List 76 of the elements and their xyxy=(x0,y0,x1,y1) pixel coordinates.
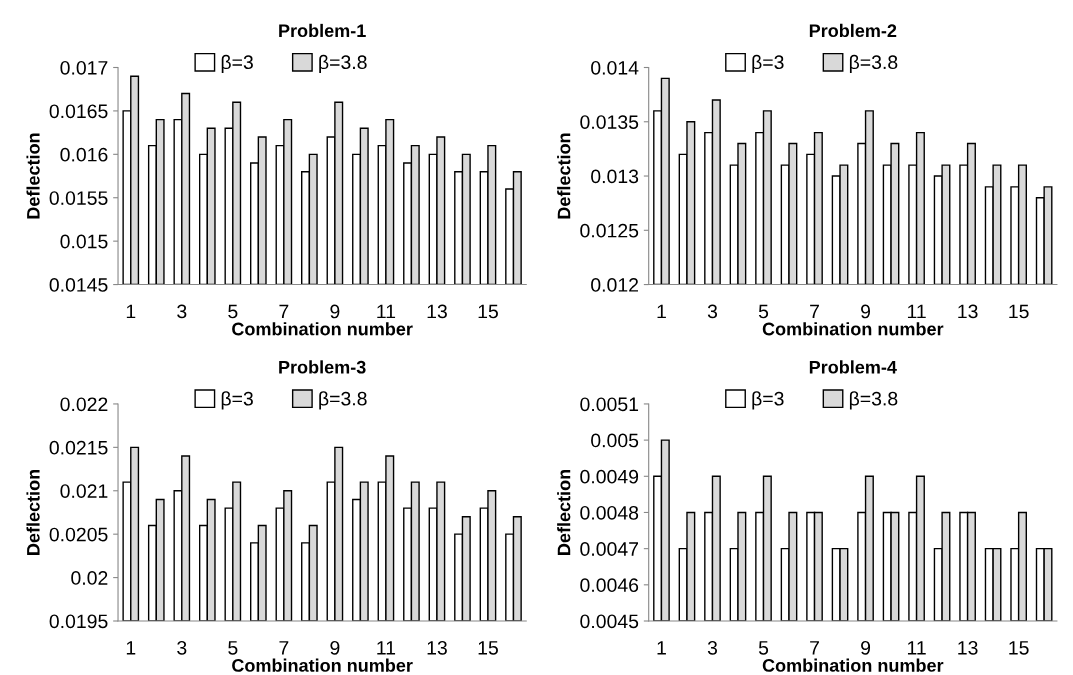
y-tick-label: 0.0145 xyxy=(49,278,108,292)
y-tick-label: 0.013 xyxy=(591,169,639,184)
y-tick-label: 0.022 xyxy=(60,397,108,412)
x-axis-title: Combination number xyxy=(232,322,413,336)
x-tick-label: 5 xyxy=(758,641,769,655)
chart-title: Problem-4 xyxy=(809,360,897,374)
y-tick-label: 0.0049 xyxy=(580,469,639,484)
x-tick-label: 11 xyxy=(907,641,926,655)
y-axis-title: Deflection xyxy=(557,133,571,219)
x-tick-label: 15 xyxy=(1009,304,1029,319)
legend-label: β=3.8 xyxy=(319,391,367,410)
y-axis-title: Deflection xyxy=(557,469,571,555)
y-axis-title: Deflection xyxy=(26,133,40,219)
y-tick-label: 0.0205 xyxy=(49,527,108,542)
x-tick-label: 3 xyxy=(707,640,718,655)
y-tick-label: 0.0051 xyxy=(580,397,639,412)
legend-label: β=3 xyxy=(221,54,253,73)
x-tick-label: 5 xyxy=(228,304,238,319)
x-tick-label: 15 xyxy=(1009,641,1029,655)
x-tick-label: 9 xyxy=(861,640,871,655)
y-tick-label: 0.012 xyxy=(591,278,638,292)
x-tick-label: 15 xyxy=(478,641,498,655)
x-tick-label: 9 xyxy=(330,304,340,319)
x-tick-label: 13 xyxy=(427,640,447,655)
x-tick-label: 1 xyxy=(126,304,136,319)
y-tick-label: 0.0047 xyxy=(580,542,639,556)
legend-label: β=3 xyxy=(752,54,784,73)
x-tick-label: 11 xyxy=(907,304,926,319)
chart-title: Problem-1 xyxy=(279,23,366,38)
y-tick-label: 0.0195 xyxy=(49,614,108,629)
y-tick-label: 0.017 xyxy=(60,60,108,75)
x-tick-label: 3 xyxy=(177,640,187,655)
legend-label: β=3.8 xyxy=(849,391,898,410)
legend-label: β=3.8 xyxy=(319,54,367,73)
x-tick-label: 7 xyxy=(279,641,289,655)
y-tick-label: 0.0155 xyxy=(49,191,108,205)
y-tick-label: 0.0135 xyxy=(580,115,639,129)
y-tick-label: 0.015 xyxy=(60,234,108,249)
legend-label: β=3.8 xyxy=(849,54,898,73)
x-tick-label: 3 xyxy=(177,304,187,319)
x-tick-label: 9 xyxy=(861,304,871,319)
x-tick-label: 5 xyxy=(758,304,769,319)
y-tick-label: 0.0125 xyxy=(580,223,639,238)
x-tick-label: 9 xyxy=(330,640,340,655)
y-tick-label: 0.014 xyxy=(591,60,639,75)
x-tick-label: 13 xyxy=(958,640,978,655)
x-tick-label: 1 xyxy=(657,304,666,319)
legend-label: β=3 xyxy=(221,391,253,410)
chart-title: Problem-2 xyxy=(809,23,897,38)
y-tick-label: 0.016 xyxy=(60,147,108,162)
y-tick-label: 0.0046 xyxy=(580,578,639,593)
x-tick-label: 1 xyxy=(657,641,666,655)
x-tick-label: 13 xyxy=(958,304,978,319)
x-axis-title: Combination number xyxy=(762,322,944,336)
y-tick-label: 0.005 xyxy=(591,433,639,448)
x-axis-title: Combination number xyxy=(762,658,944,672)
x-tick-label: 1 xyxy=(126,641,136,655)
x-tick-label: 7 xyxy=(810,641,819,655)
x-tick-label: 11 xyxy=(377,641,396,655)
y-tick-label: 0.0165 xyxy=(49,104,108,119)
chart-title: Problem-3 xyxy=(279,360,366,374)
x-tick-label: 7 xyxy=(810,304,819,319)
y-axis-title: Deflection xyxy=(26,469,40,555)
y-tick-label: 0.0215 xyxy=(49,440,108,455)
x-tick-label: 15 xyxy=(478,304,498,319)
y-tick-label: 0.0045 xyxy=(580,614,639,629)
x-tick-label: 3 xyxy=(707,304,718,319)
x-tick-label: 5 xyxy=(228,641,238,655)
x-tick-label: 7 xyxy=(279,304,289,319)
x-tick-label: 11 xyxy=(377,304,396,319)
y-tick-label: 0.021 xyxy=(60,484,108,498)
x-tick-label: 13 xyxy=(427,304,447,319)
y-tick-label: 0.02 xyxy=(71,571,108,585)
legend-label: β=3 xyxy=(752,391,784,410)
x-axis-title: Combination number xyxy=(232,658,413,672)
y-tick-label: 0.0048 xyxy=(580,505,639,520)
